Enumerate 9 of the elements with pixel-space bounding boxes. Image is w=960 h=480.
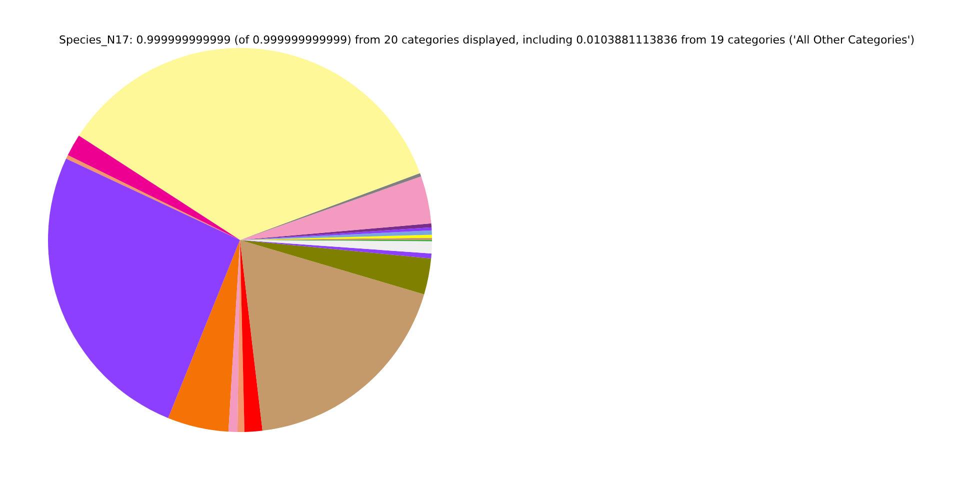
pie-slice — [240, 240, 424, 431]
pie-slice — [168, 240, 240, 432]
pie-slice — [240, 240, 432, 294]
pie-slice — [68, 136, 240, 240]
pie-slice — [48, 158, 240, 418]
pie-slice — [240, 223, 432, 240]
pie-slice — [240, 240, 263, 432]
pie-slice — [78, 48, 420, 240]
text: Species_N17: 0.999999999999 (of 0.999999999999) from 20 categories displayed, including 0.0103881113836 from 19 categories ('All Other Categories') — [59, 34, 915, 47]
